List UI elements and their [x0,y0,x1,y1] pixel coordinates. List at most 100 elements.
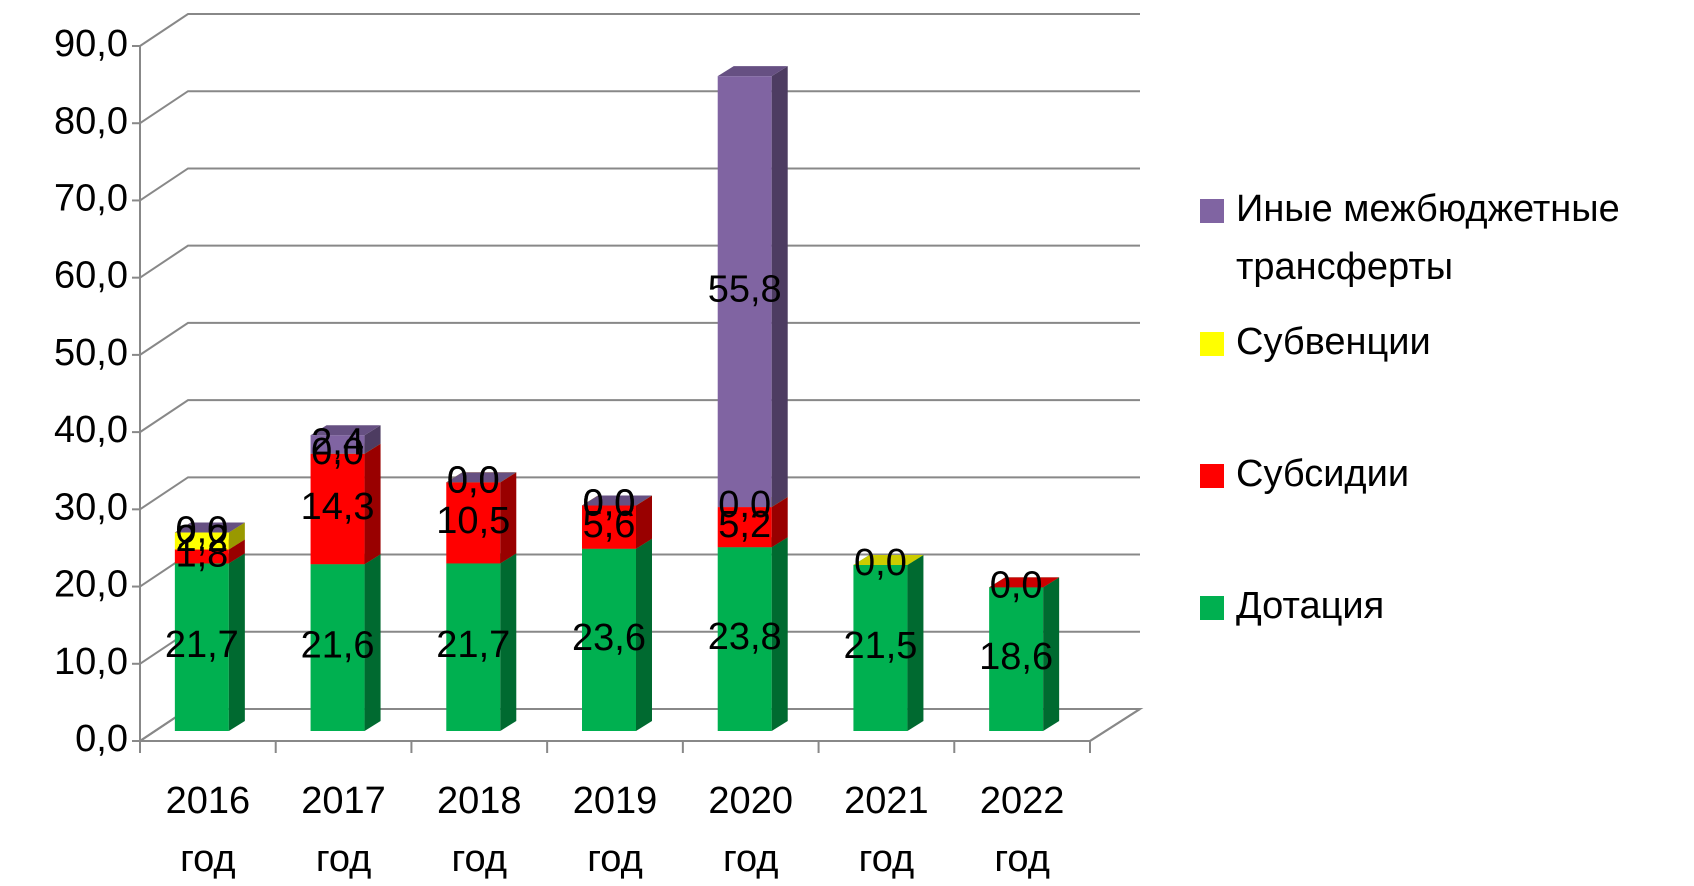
y-tick-label: 70,0 [54,177,128,219]
bar-top [446,472,517,483]
y-tick-label: 60,0 [54,255,128,297]
x-tick-label: 2019 год [572,780,658,880]
x-tick-label: 2016 год [165,780,251,880]
bar-segment [310,453,365,565]
bar-segment [446,482,501,564]
data-label: 0,0 [447,459,500,501]
y-tick-label: 10,0 [54,641,128,683]
bar-segment [310,564,365,731]
legend-label: Субсидии [1236,453,1410,495]
bar-side [907,554,924,731]
bar-side [1043,577,1060,731]
y-tick-label: 80,0 [54,100,128,142]
data-label: 21,6 [301,625,375,667]
legend-item: Субсидии [1200,445,1670,503]
grid-line [139,399,1140,433]
data-label: 23,8 [708,616,782,658]
bar-top [582,495,652,506]
legend-label: Иные межбюджетные трансферты [1236,188,1620,288]
data-label: 5,2 [718,504,771,546]
bar-side [364,425,381,454]
data-label: 21,7 [165,624,239,666]
bar-side [636,538,652,731]
x-tick-label: 2021 год [844,780,929,880]
x-tick-label: 2018 год [437,780,522,880]
bar-top [853,554,924,565]
bar-side [364,443,381,565]
data-label: 0,0 [718,484,771,526]
data-label: 0,0 [990,564,1043,606]
y-tick-label: 20,0 [54,564,128,606]
x-tick-label: 2017 год [301,780,386,880]
bar-segment [174,549,229,564]
y-tick-label: 50,0 [54,332,128,374]
data-label: 18,6 [979,636,1053,678]
legend-label: Дотация [1236,585,1385,627]
bar-side [228,553,245,731]
data-label: 0,0 [311,431,364,473]
data-label: 10,5 [436,500,510,542]
bar-segment [582,505,636,549]
bar-segment [310,435,365,454]
data-label: 0,0 [854,542,907,584]
bar-side [228,539,245,564]
grid-line [139,321,1140,356]
bar-side [500,553,517,731]
bar-segment [717,76,772,508]
y-tick-label: 90,0 [54,23,128,65]
bar-segment [717,507,772,548]
legend-item: Дотация [1200,577,1670,635]
bar-segment [174,532,229,550]
legend-label: Субвенции [1236,321,1431,363]
x-tick-label: 2022 год [979,780,1065,880]
legend-swatch [1200,596,1224,620]
data-label: 0,0 [447,459,500,501]
grid-line [139,90,1140,125]
data-label: 2,2 [175,518,228,560]
y-tick-label: 40,0 [54,409,128,451]
bar-side [771,497,788,548]
grid-line [139,244,1140,279]
bar-segment [853,564,908,731]
data-label: 1,8 [175,534,228,576]
bar-top [174,522,245,533]
bar-segment [582,548,636,731]
legend-item: Субвенции [1200,313,1670,371]
bar-segment [717,547,772,731]
floor-edge [1089,708,1141,742]
data-label: 2,4 [311,422,364,464]
legend-item: Иные межбюджетные трансферты [1200,180,1670,296]
bar-side [636,495,652,549]
grid-line [139,13,1140,47]
legend-swatch [1200,199,1224,223]
bar-side [771,537,788,731]
legend-swatch [1200,332,1224,356]
bar-top [989,577,1060,588]
data-label: 0,0 [583,483,636,525]
bar-side [228,522,245,550]
bar-side [364,554,381,731]
y-tick-label: 0,0 [75,718,128,760]
x-tick-label: 2020 год [708,780,793,880]
bar-top [310,425,381,436]
bar-top [717,66,788,77]
bar-side [771,66,788,508]
data-label: 0,0 [175,510,228,552]
bar-segment [989,587,1044,731]
data-label: 55,8 [708,269,782,311]
y-tick-label: 30,0 [54,486,128,528]
data-label: 21,7 [436,624,510,666]
legend-swatch [1200,464,1224,488]
grid-line [139,167,1140,202]
data-label: 5,6 [583,504,636,546]
bar-segment [174,563,229,731]
data-label: 14,3 [301,486,375,528]
bar-segment [446,563,501,731]
grid-line [139,476,1140,511]
data-label: 21,5 [843,625,917,667]
bar-side [500,472,517,564]
data-label: 0,0 [583,483,636,525]
data-label: 23,6 [572,617,646,659]
